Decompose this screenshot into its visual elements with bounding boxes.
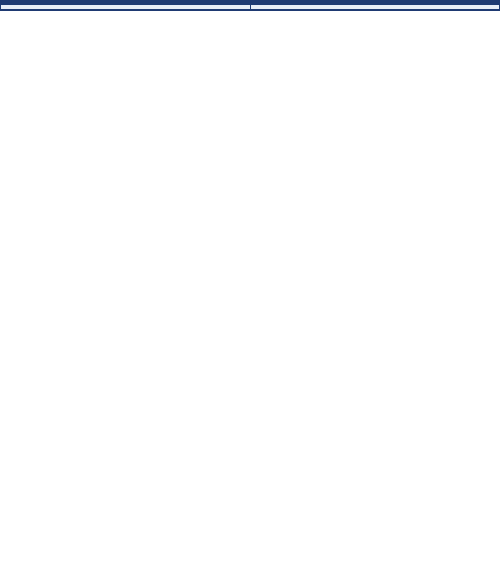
header-refined — [251, 5, 500, 9]
market-headers — [1, 5, 499, 10]
dashboard — [0, 0, 500, 11]
header-crude — [1, 5, 251, 9]
